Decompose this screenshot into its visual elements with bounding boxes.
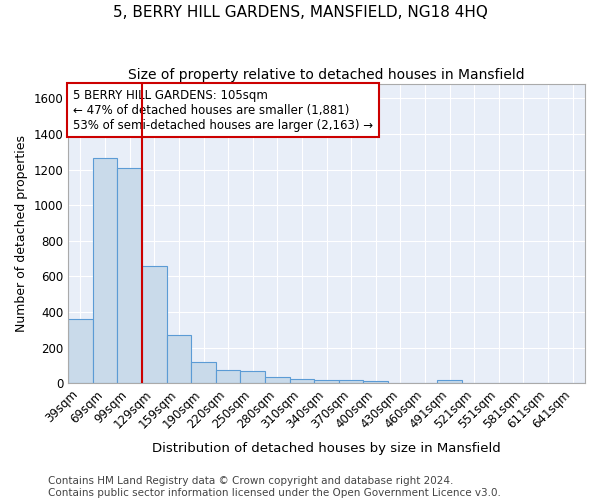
Y-axis label: Number of detached properties: Number of detached properties <box>15 135 28 332</box>
Text: Contains HM Land Registry data © Crown copyright and database right 2024.
Contai: Contains HM Land Registry data © Crown c… <box>48 476 501 498</box>
Bar <box>339 380 364 383</box>
Bar <box>93 158 118 383</box>
Bar <box>68 319 93 383</box>
Bar <box>118 168 142 383</box>
Bar <box>265 377 290 383</box>
Bar <box>364 380 388 383</box>
Text: 5 BERRY HILL GARDENS: 105sqm
← 47% of detached houses are smaller (1,881)
53% of: 5 BERRY HILL GARDENS: 105sqm ← 47% of de… <box>73 88 373 132</box>
Text: 5, BERRY HILL GARDENS, MANSFIELD, NG18 4HQ: 5, BERRY HILL GARDENS, MANSFIELD, NG18 4… <box>113 5 487 20</box>
X-axis label: Distribution of detached houses by size in Mansfield: Distribution of detached houses by size … <box>152 442 501 455</box>
Bar <box>216 370 241 383</box>
Bar <box>290 379 314 383</box>
Title: Size of property relative to detached houses in Mansfield: Size of property relative to detached ho… <box>128 68 525 82</box>
Bar <box>314 380 339 383</box>
Bar <box>167 335 191 383</box>
Bar <box>191 362 216 383</box>
Bar <box>241 371 265 383</box>
Bar <box>142 266 167 383</box>
Bar <box>437 380 462 383</box>
